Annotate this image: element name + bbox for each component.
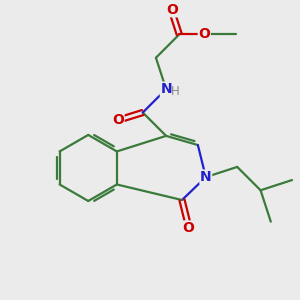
Text: O: O — [166, 3, 178, 17]
Text: N: N — [200, 170, 212, 184]
Text: O: O — [198, 27, 210, 41]
Text: H: H — [171, 85, 180, 98]
Text: N: N — [160, 82, 172, 96]
Text: O: O — [112, 113, 124, 127]
Text: O: O — [182, 221, 194, 235]
